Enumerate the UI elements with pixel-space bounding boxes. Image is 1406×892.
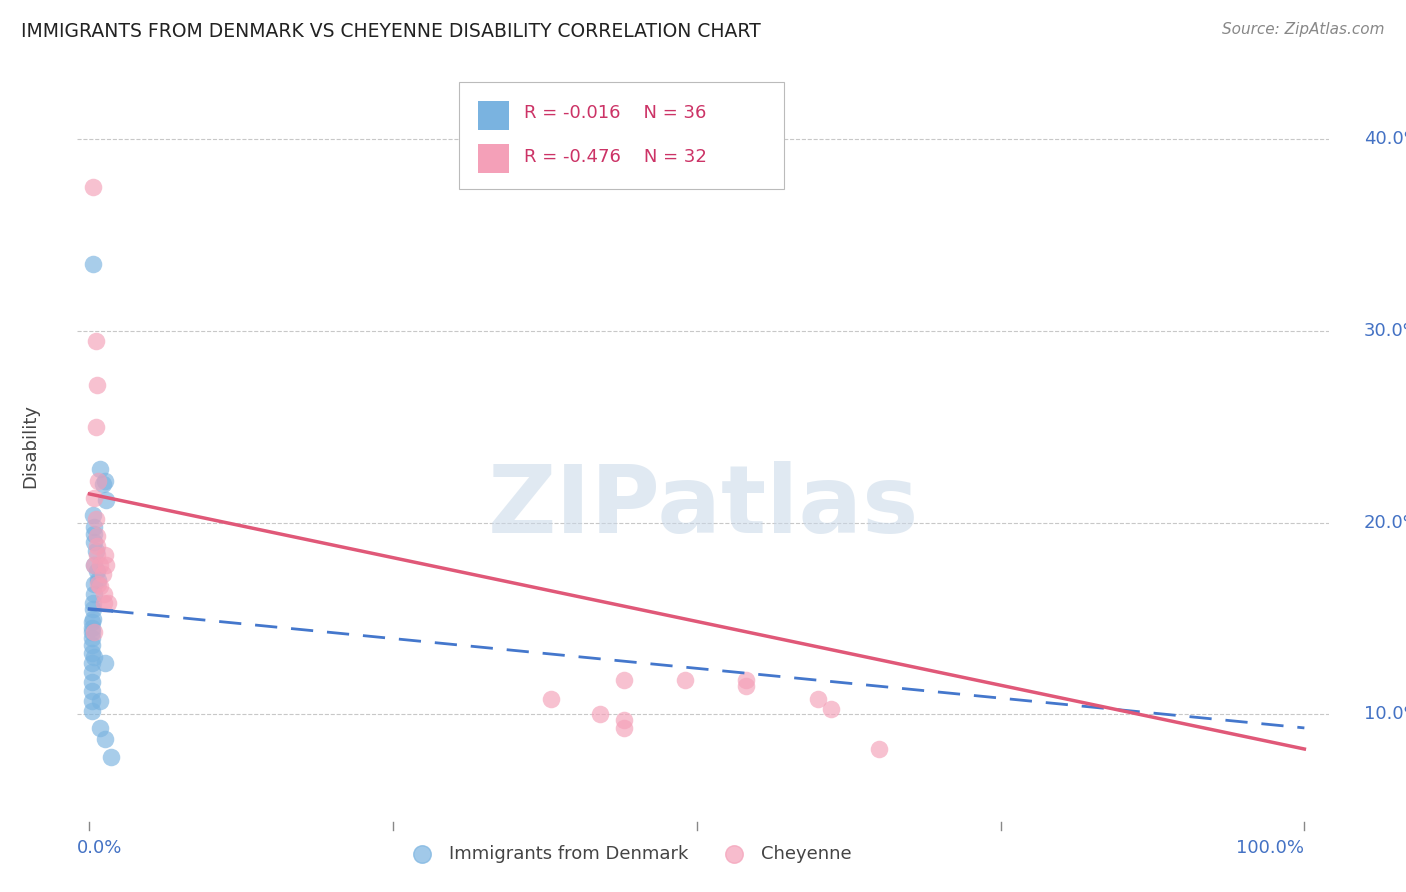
Point (540, 692, 562, 706)
Bar (478, 145, 509, 173)
Point (86, 377, 108, 392)
Point (80, 625, 103, 640)
Text: Disability: Disability (21, 404, 39, 488)
Point (91, 477, 114, 491)
Point (84, 512, 107, 526)
Point (87, 577, 110, 591)
Point (83, 491, 105, 505)
Point (80, 674, 103, 689)
Point (89, 579, 111, 593)
Point (82, 257, 104, 271)
Point (87, 573, 110, 587)
Point (83, 577, 105, 591)
Point (94, 549, 117, 563)
Point (80, 684, 103, 698)
Point (734, 679, 756, 693)
Point (83, 519, 105, 533)
Point (86, 529, 108, 543)
Point (83, 587, 105, 601)
Point (89, 462, 111, 476)
Point (80, 615, 103, 630)
Point (613, 713, 636, 727)
Text: 10.0%: 10.0% (1364, 706, 1406, 723)
Text: 40.0%: 40.0% (1364, 130, 1406, 148)
Point (93, 596, 115, 610)
FancyBboxPatch shape (458, 81, 785, 189)
Point (82, 602, 104, 616)
Point (589, 707, 612, 722)
Point (82, 596, 104, 610)
Point (613, 673, 636, 687)
Text: 20.0%: 20.0% (1364, 514, 1406, 532)
Point (82, 180, 104, 194)
Point (89, 558, 111, 572)
Text: IMMIGRANTS FROM DENMARK VS CHEYENNE DISABILITY CORRELATION CHART: IMMIGRANTS FROM DENMARK VS CHEYENNE DISA… (21, 22, 761, 41)
Point (84, 420, 107, 434)
Point (83, 649, 105, 664)
Point (96, 558, 118, 572)
Point (87, 474, 110, 488)
Point (80, 631, 103, 645)
Point (94, 656, 117, 670)
Point (86, 549, 108, 563)
Point (673, 673, 696, 687)
Legend: Immigrants from Denmark, Cheyenne: Immigrants from Denmark, Cheyenne (396, 838, 859, 871)
Point (100, 749, 122, 764)
Point (83, 534, 105, 549)
Point (80, 646, 103, 660)
Point (80, 621, 103, 635)
Point (86, 539, 108, 553)
Text: R = -0.016    N = 36: R = -0.016 N = 36 (524, 104, 706, 122)
Text: 100.0%: 100.0% (1236, 839, 1305, 857)
Point (96, 492, 118, 507)
Point (93, 587, 115, 601)
Point (86, 564, 108, 578)
Point (83, 558, 105, 572)
Point (807, 692, 830, 706)
Point (613, 721, 636, 735)
Point (91, 567, 114, 582)
Point (94, 732, 117, 747)
Point (80, 694, 103, 708)
Point (82, 612, 104, 626)
Point (82, 508, 104, 522)
Text: R = -0.476    N = 32: R = -0.476 N = 32 (524, 148, 707, 166)
Point (83, 558, 105, 572)
Point (97, 596, 120, 610)
Point (83, 527, 105, 541)
Text: 30.0%: 30.0% (1364, 322, 1406, 340)
Point (868, 742, 890, 756)
Point (83, 625, 105, 640)
Point (80, 639, 103, 653)
Bar (478, 101, 509, 130)
Point (80, 704, 103, 718)
Point (94, 474, 117, 488)
Point (89, 721, 111, 735)
Point (80, 656, 103, 670)
Text: Source: ZipAtlas.com: Source: ZipAtlas.com (1222, 22, 1385, 37)
Point (84, 334, 107, 348)
Point (820, 702, 842, 716)
Point (80, 665, 103, 680)
Text: ZIPatlas: ZIPatlas (488, 461, 918, 553)
Point (734, 673, 756, 687)
Point (89, 694, 111, 708)
Text: 0.0%: 0.0% (77, 839, 122, 857)
Point (84, 544, 107, 558)
